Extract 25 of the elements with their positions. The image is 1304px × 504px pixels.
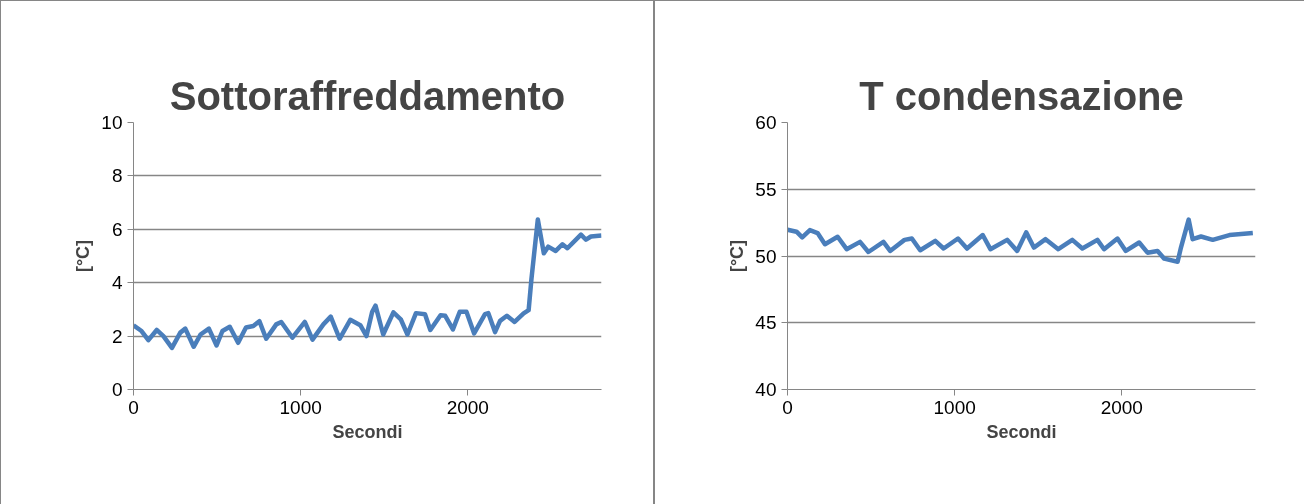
y-tick-label: 8 bbox=[111, 165, 123, 187]
chart-title: T condensazione bbox=[859, 73, 1184, 118]
y-tick-label: 10 bbox=[101, 112, 123, 133]
line-series bbox=[133, 217, 602, 351]
y-tick-label: 50 bbox=[755, 245, 777, 267]
x-axis-title: Secondi bbox=[332, 421, 403, 442]
y-tick-label: 6 bbox=[111, 218, 123, 240]
y-tick-label: 40 bbox=[755, 379, 777, 400]
y-axis-title: [°C] bbox=[73, 239, 94, 273]
y-tick-label: 4 bbox=[111, 272, 123, 294]
y-axis-title: [°C] bbox=[727, 239, 748, 273]
y-tick-label: 2 bbox=[111, 325, 123, 347]
x-axis-title: Secondi bbox=[986, 421, 1057, 442]
y-tick-label: 0 bbox=[111, 379, 123, 400]
x-tick-label: 0 bbox=[128, 396, 139, 418]
y-tick-label: 45 bbox=[755, 312, 777, 334]
x-tick-label: 2000 bbox=[446, 396, 489, 418]
y-tick-label: 60 bbox=[755, 112, 777, 133]
x-tick-label: 1000 bbox=[933, 396, 976, 418]
chart-title: Sottoraffreddamento bbox=[169, 73, 566, 118]
x-tick-label: 1000 bbox=[279, 396, 322, 418]
y-tick-label: 55 bbox=[755, 178, 777, 200]
line-series bbox=[787, 217, 1256, 264]
x-tick-label: 0 bbox=[782, 396, 793, 418]
x-tick-label: 2000 bbox=[1100, 396, 1143, 418]
